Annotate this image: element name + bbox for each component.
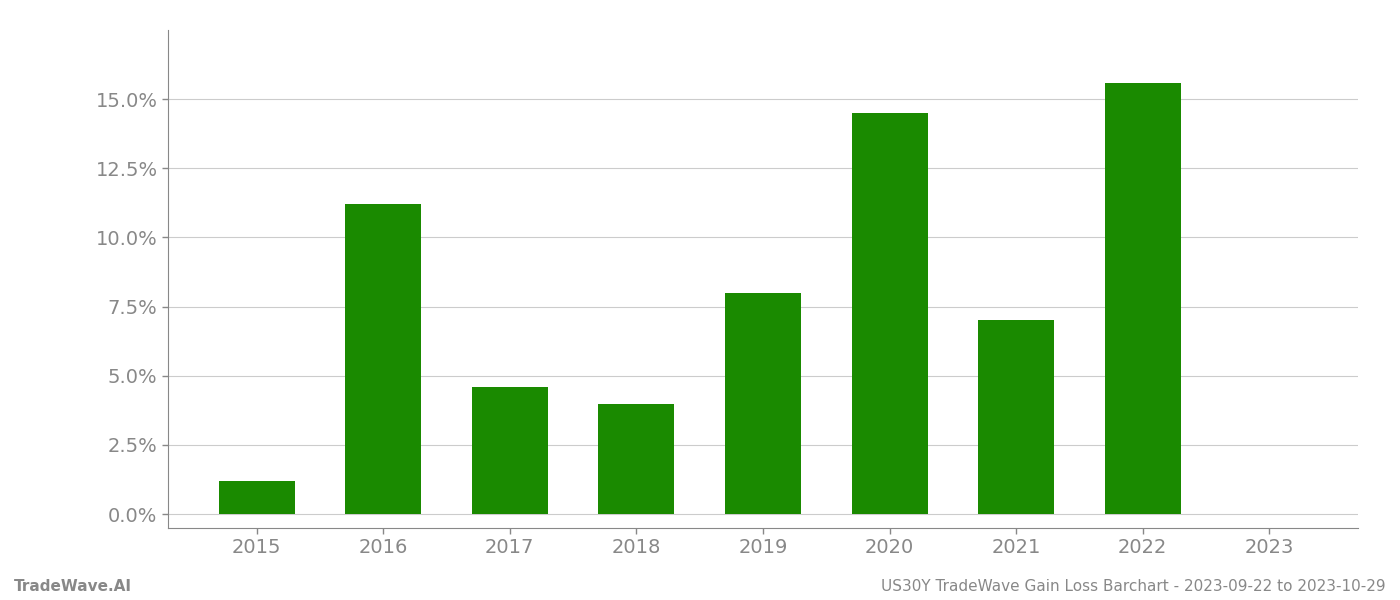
Text: TradeWave.AI: TradeWave.AI: [14, 579, 132, 594]
Bar: [725, 293, 801, 514]
Bar: [851, 113, 928, 514]
Text: US30Y TradeWave Gain Loss Barchart - 2023-09-22 to 2023-10-29: US30Y TradeWave Gain Loss Barchart - 202…: [882, 579, 1386, 594]
Bar: [979, 320, 1054, 514]
Bar: [598, 403, 675, 514]
Bar: [218, 481, 294, 514]
Bar: [1105, 83, 1180, 514]
Bar: [346, 204, 421, 514]
Bar: [472, 387, 547, 514]
